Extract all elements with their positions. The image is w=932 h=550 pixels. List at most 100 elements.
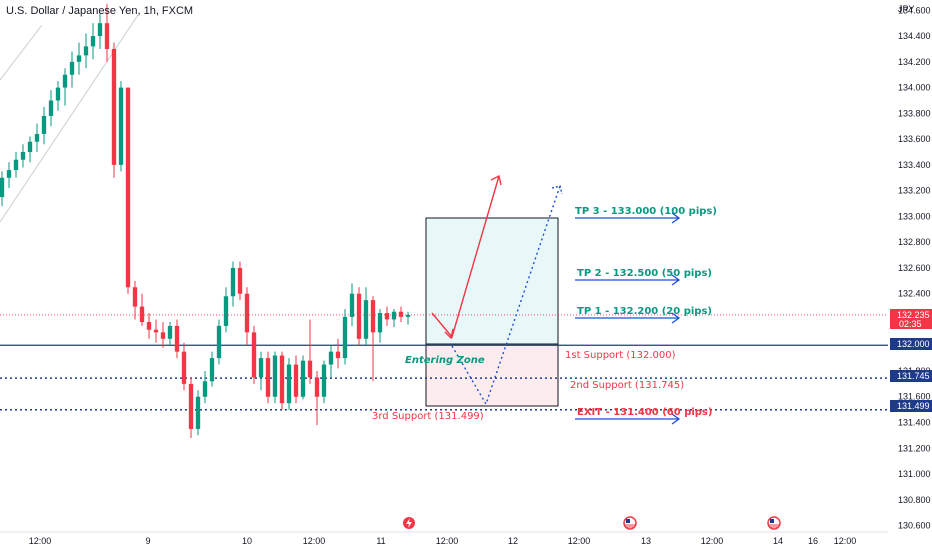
price-tick-label: 134.000 [898, 83, 931, 93]
candle-body[interactable] [41, 115, 47, 134]
candle-body[interactable] [202, 381, 208, 397]
support2-price-tag [890, 370, 932, 382]
candle-body[interactable] [265, 358, 271, 397]
candle-body[interactable] [69, 61, 75, 75]
candle-body[interactable] [167, 325, 173, 339]
candle-body[interactable] [230, 267, 236, 297]
time-tick-label: 12:00 [834, 536, 857, 546]
price-axis-ticks: 130.600 130.800 131.000 131.200 131.400 131.6… [898, 5, 931, 530]
countdown-value: 02:35 [899, 319, 922, 329]
candle-body[interactable] [216, 325, 222, 359]
candle-body[interactable] [384, 313, 390, 320]
tp2-label: TP 2 - 132.500 (50 pips) [577, 268, 712, 279]
price-axis[interactable] [888, 0, 932, 550]
candle-body[interactable] [34, 133, 40, 142]
candle-body[interactable] [132, 287, 138, 307]
price-tick-label: 133.200 [898, 186, 931, 196]
support3-price-value: 131.499 [897, 401, 930, 411]
candle-body[interactable] [209, 358, 215, 382]
price-tick-label: 134.200 [898, 57, 931, 67]
support2-label: 2nd Support (131.745) [570, 380, 684, 391]
candle-body[interactable] [83, 46, 89, 56]
candle-body[interactable] [307, 360, 313, 378]
candle-body[interactable] [391, 311, 397, 320]
entry-arrowhead [444, 328, 454, 340]
candle-body[interactable] [405, 314, 411, 317]
candle-body[interactable] [377, 313, 383, 333]
candle-body[interactable] [181, 351, 187, 384]
support2-price-value: 131.745 [897, 371, 930, 381]
support3-price-tag [890, 400, 932, 412]
candle-body[interactable] [160, 332, 166, 339]
us-flag-icon[interactable] [767, 516, 781, 530]
candle-body[interactable] [258, 358, 264, 378]
candle-body[interactable] [188, 383, 194, 429]
price-tick-label: 131.200 [898, 443, 931, 453]
price-tick-label: 132.600 [898, 263, 931, 273]
candle-body[interactable] [293, 364, 299, 397]
candle-body[interactable] [335, 351, 341, 359]
candle-body[interactable] [76, 55, 82, 62]
candle-body[interactable] [300, 360, 306, 397]
candle-body[interactable] [0, 177, 5, 198]
candle-body[interactable] [279, 355, 285, 404]
candle-body[interactable] [13, 159, 19, 171]
tp1-label: TP 1 - 132.200 (20 pips) [577, 306, 712, 317]
target-zone-box[interactable] [425, 217, 559, 345]
currency-label: JPY [898, 4, 915, 14]
candle-body[interactable] [237, 267, 243, 294]
time-tick-label: 10 [242, 536, 252, 546]
candle-body[interactable] [6, 170, 12, 178]
candle-body[interactable] [314, 377, 320, 397]
candle-body[interactable] [356, 293, 362, 339]
alternate-path-arrow [451, 185, 561, 406]
price-tick-label: 132.800 [898, 237, 931, 247]
candle-body[interactable] [398, 311, 404, 317]
candle-body[interactable] [104, 23, 110, 49]
candle-body[interactable] [251, 332, 257, 378]
bullish-arrowhead [490, 174, 502, 186]
lightning-icon[interactable] [403, 517, 415, 529]
time-tick-label: 12:00 [701, 536, 724, 546]
candle-body[interactable] [111, 48, 117, 165]
price-tick-label: 131.600 [898, 392, 931, 402]
stop-zone-box[interactable] [425, 343, 559, 407]
candle-body[interactable] [153, 329, 159, 333]
candle-body[interactable] [27, 141, 33, 152]
candle-body[interactable] [20, 152, 26, 160]
candle-body[interactable] [125, 87, 131, 288]
candle-body[interactable] [349, 293, 355, 317]
time-tick-label: 12:00 [436, 536, 459, 546]
price-tick-label: 130.600 [898, 521, 931, 531]
candle-body[interactable] [363, 300, 369, 339]
candle-body[interactable] [223, 296, 229, 326]
candle-body[interactable] [48, 100, 54, 116]
candle-body[interactable] [174, 325, 180, 352]
support1-label: 1st Support (132.000) [565, 350, 676, 361]
us-flag-icon[interactable] [623, 516, 637, 530]
candle-body[interactable] [97, 23, 103, 37]
candle-body[interactable] [328, 351, 334, 365]
candle-body[interactable] [244, 293, 250, 333]
candle-body[interactable] [286, 364, 292, 404]
candle-body[interactable] [62, 74, 68, 88]
support1-price-value: 132.000 [897, 339, 930, 349]
candle-body[interactable] [342, 316, 348, 359]
candle-body[interactable] [272, 355, 278, 397]
candle-body[interactable] [195, 396, 201, 429]
candle-body[interactable] [90, 36, 96, 47]
time-tick-label: 16 [808, 536, 818, 546]
candle-body[interactable] [146, 322, 152, 330]
channel-line-upper [0, 24, 43, 81]
candle-body[interactable] [370, 300, 376, 333]
current-price-tag [890, 309, 932, 329]
symbol-title[interactable]: U.S. Dollar / Japanese Yen, 1h, FXCM [6, 5, 193, 17]
exit-label: EXIT - 131.400 (60 pips) [577, 407, 712, 418]
price-tick-label: 134.600 [898, 5, 931, 15]
candle-body[interactable] [118, 87, 124, 165]
candle-body[interactable] [55, 87, 61, 101]
candle-body[interactable] [321, 364, 327, 397]
target-arrows [575, 212, 681, 425]
candle-body[interactable] [139, 306, 145, 323]
